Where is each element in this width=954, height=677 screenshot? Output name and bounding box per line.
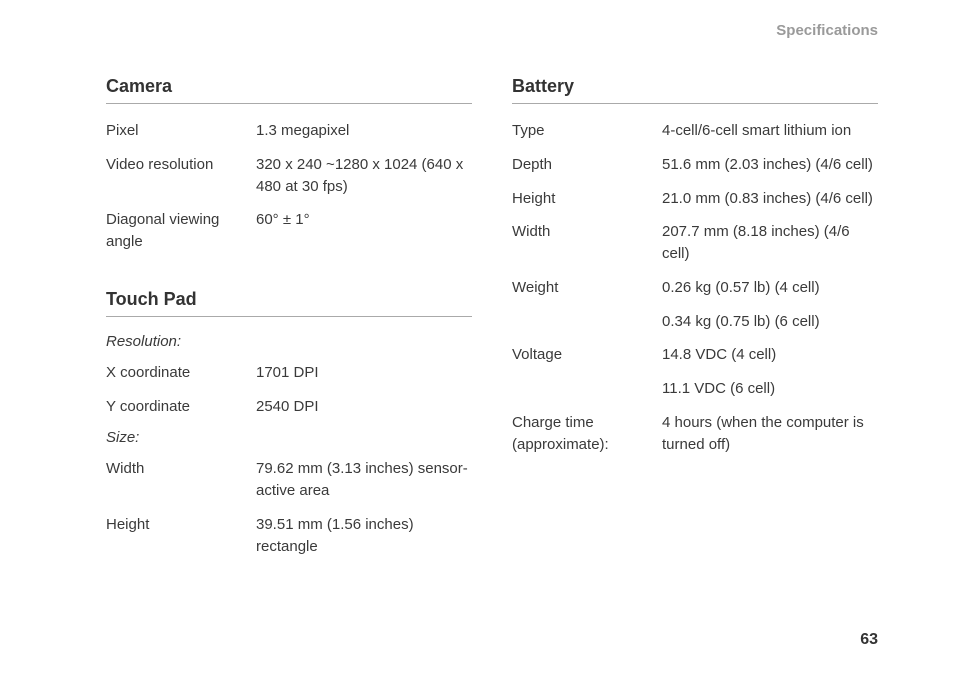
spec-label: Type (512, 120, 662, 142)
page-header: Specifications (776, 22, 878, 39)
spec-value: 0.34 kg (0.75 lb) (6 cell) (662, 311, 878, 333)
section-title-touchpad: Touch Pad (106, 289, 472, 317)
spec-value: 207.7 mm (8.18 inches) (4/6 cell) (662, 221, 878, 265)
page-number: 63 (860, 631, 878, 649)
spec-value: 320 x 240 ~1280 x 1024 (640 x 480 at 30 … (256, 154, 472, 198)
subheader-size: Size: (106, 423, 472, 452)
spec-row: Voltage 14.8 VDC (4 cell) (512, 338, 878, 372)
right-column: Battery Type 4-cell/6-cell smart lithium… (512, 76, 878, 563)
spec-row: Y coordinate 2540 DPI (106, 390, 472, 424)
spec-label: Width (106, 458, 256, 480)
spec-value: 0.26 kg (0.57 lb) (4 cell) (662, 277, 878, 299)
spec-row: Height 21.0 mm (0.83 inches) (4/6 cell) (512, 182, 878, 216)
spec-row: Video resolution 320 x 240 ~1280 x 1024 … (106, 148, 472, 204)
spec-value: 4 hours (when the computer is turned off… (662, 412, 878, 456)
spec-label: Weight (512, 277, 662, 299)
spec-row: Weight 0.26 kg (0.57 lb) (4 cell) (512, 271, 878, 305)
spec-label: Video resolution (106, 154, 256, 176)
spec-value: 21.0 mm (0.83 inches) (4/6 cell) (662, 188, 878, 210)
spec-row: Width 207.7 mm (8.18 inches) (4/6 cell) (512, 215, 878, 271)
spec-row: Height 39.51 mm (1.56 inches) rectangle (106, 508, 472, 564)
spec-row: Charge time (approximate): 4 hours (when… (512, 406, 878, 462)
spec-value: 1.3 megapixel (256, 120, 472, 142)
spec-label: Diagonal viewing angle (106, 209, 256, 253)
spec-label: Voltage (512, 344, 662, 366)
content-columns: Camera Pixel 1.3 megapixel Video resolut… (106, 76, 878, 563)
spec-label: Height (512, 188, 662, 210)
spec-value: 51.6 mm (2.03 inches) (4/6 cell) (662, 154, 878, 176)
spec-value: 14.8 VDC (4 cell) (662, 344, 878, 366)
spec-label: X coordinate (106, 362, 256, 384)
left-column: Camera Pixel 1.3 megapixel Video resolut… (106, 76, 472, 563)
spec-row: Type 4-cell/6-cell smart lithium ion (512, 114, 878, 148)
spec-label: Height (106, 514, 256, 536)
spec-value: 79.62 mm (3.13 inches) sensor-active are… (256, 458, 472, 502)
spec-value: 2540 DPI (256, 396, 472, 418)
spec-value: 11.1 VDC (6 cell) (662, 378, 878, 400)
spec-row: Pixel 1.3 megapixel (106, 114, 472, 148)
spec-row: X coordinate 1701 DPI (106, 356, 472, 390)
spec-value: 4-cell/6-cell smart lithium ion (662, 120, 878, 142)
subheader-resolution: Resolution: (106, 327, 472, 356)
spec-label: Width (512, 221, 662, 243)
spec-value: 60° ± 1° (256, 209, 472, 231)
spec-row: Diagonal viewing angle 60° ± 1° (106, 203, 472, 259)
section-title-camera: Camera (106, 76, 472, 104)
spec-row: 11.1 VDC (6 cell) (512, 372, 878, 406)
spec-label: Y coordinate (106, 396, 256, 418)
spec-value: 39.51 mm (1.56 inches) rectangle (256, 514, 472, 558)
spec-row: Width 79.62 mm (3.13 inches) sensor-acti… (106, 452, 472, 508)
spec-label: Charge time (approximate): (512, 412, 662, 456)
spec-label: Depth (512, 154, 662, 176)
section-title-battery: Battery (512, 76, 878, 104)
spec-row: 0.34 kg (0.75 lb) (6 cell) (512, 305, 878, 339)
spec-row: Depth 51.6 mm (2.03 inches) (4/6 cell) (512, 148, 878, 182)
spec-value: 1701 DPI (256, 362, 472, 384)
spec-label: Pixel (106, 120, 256, 142)
